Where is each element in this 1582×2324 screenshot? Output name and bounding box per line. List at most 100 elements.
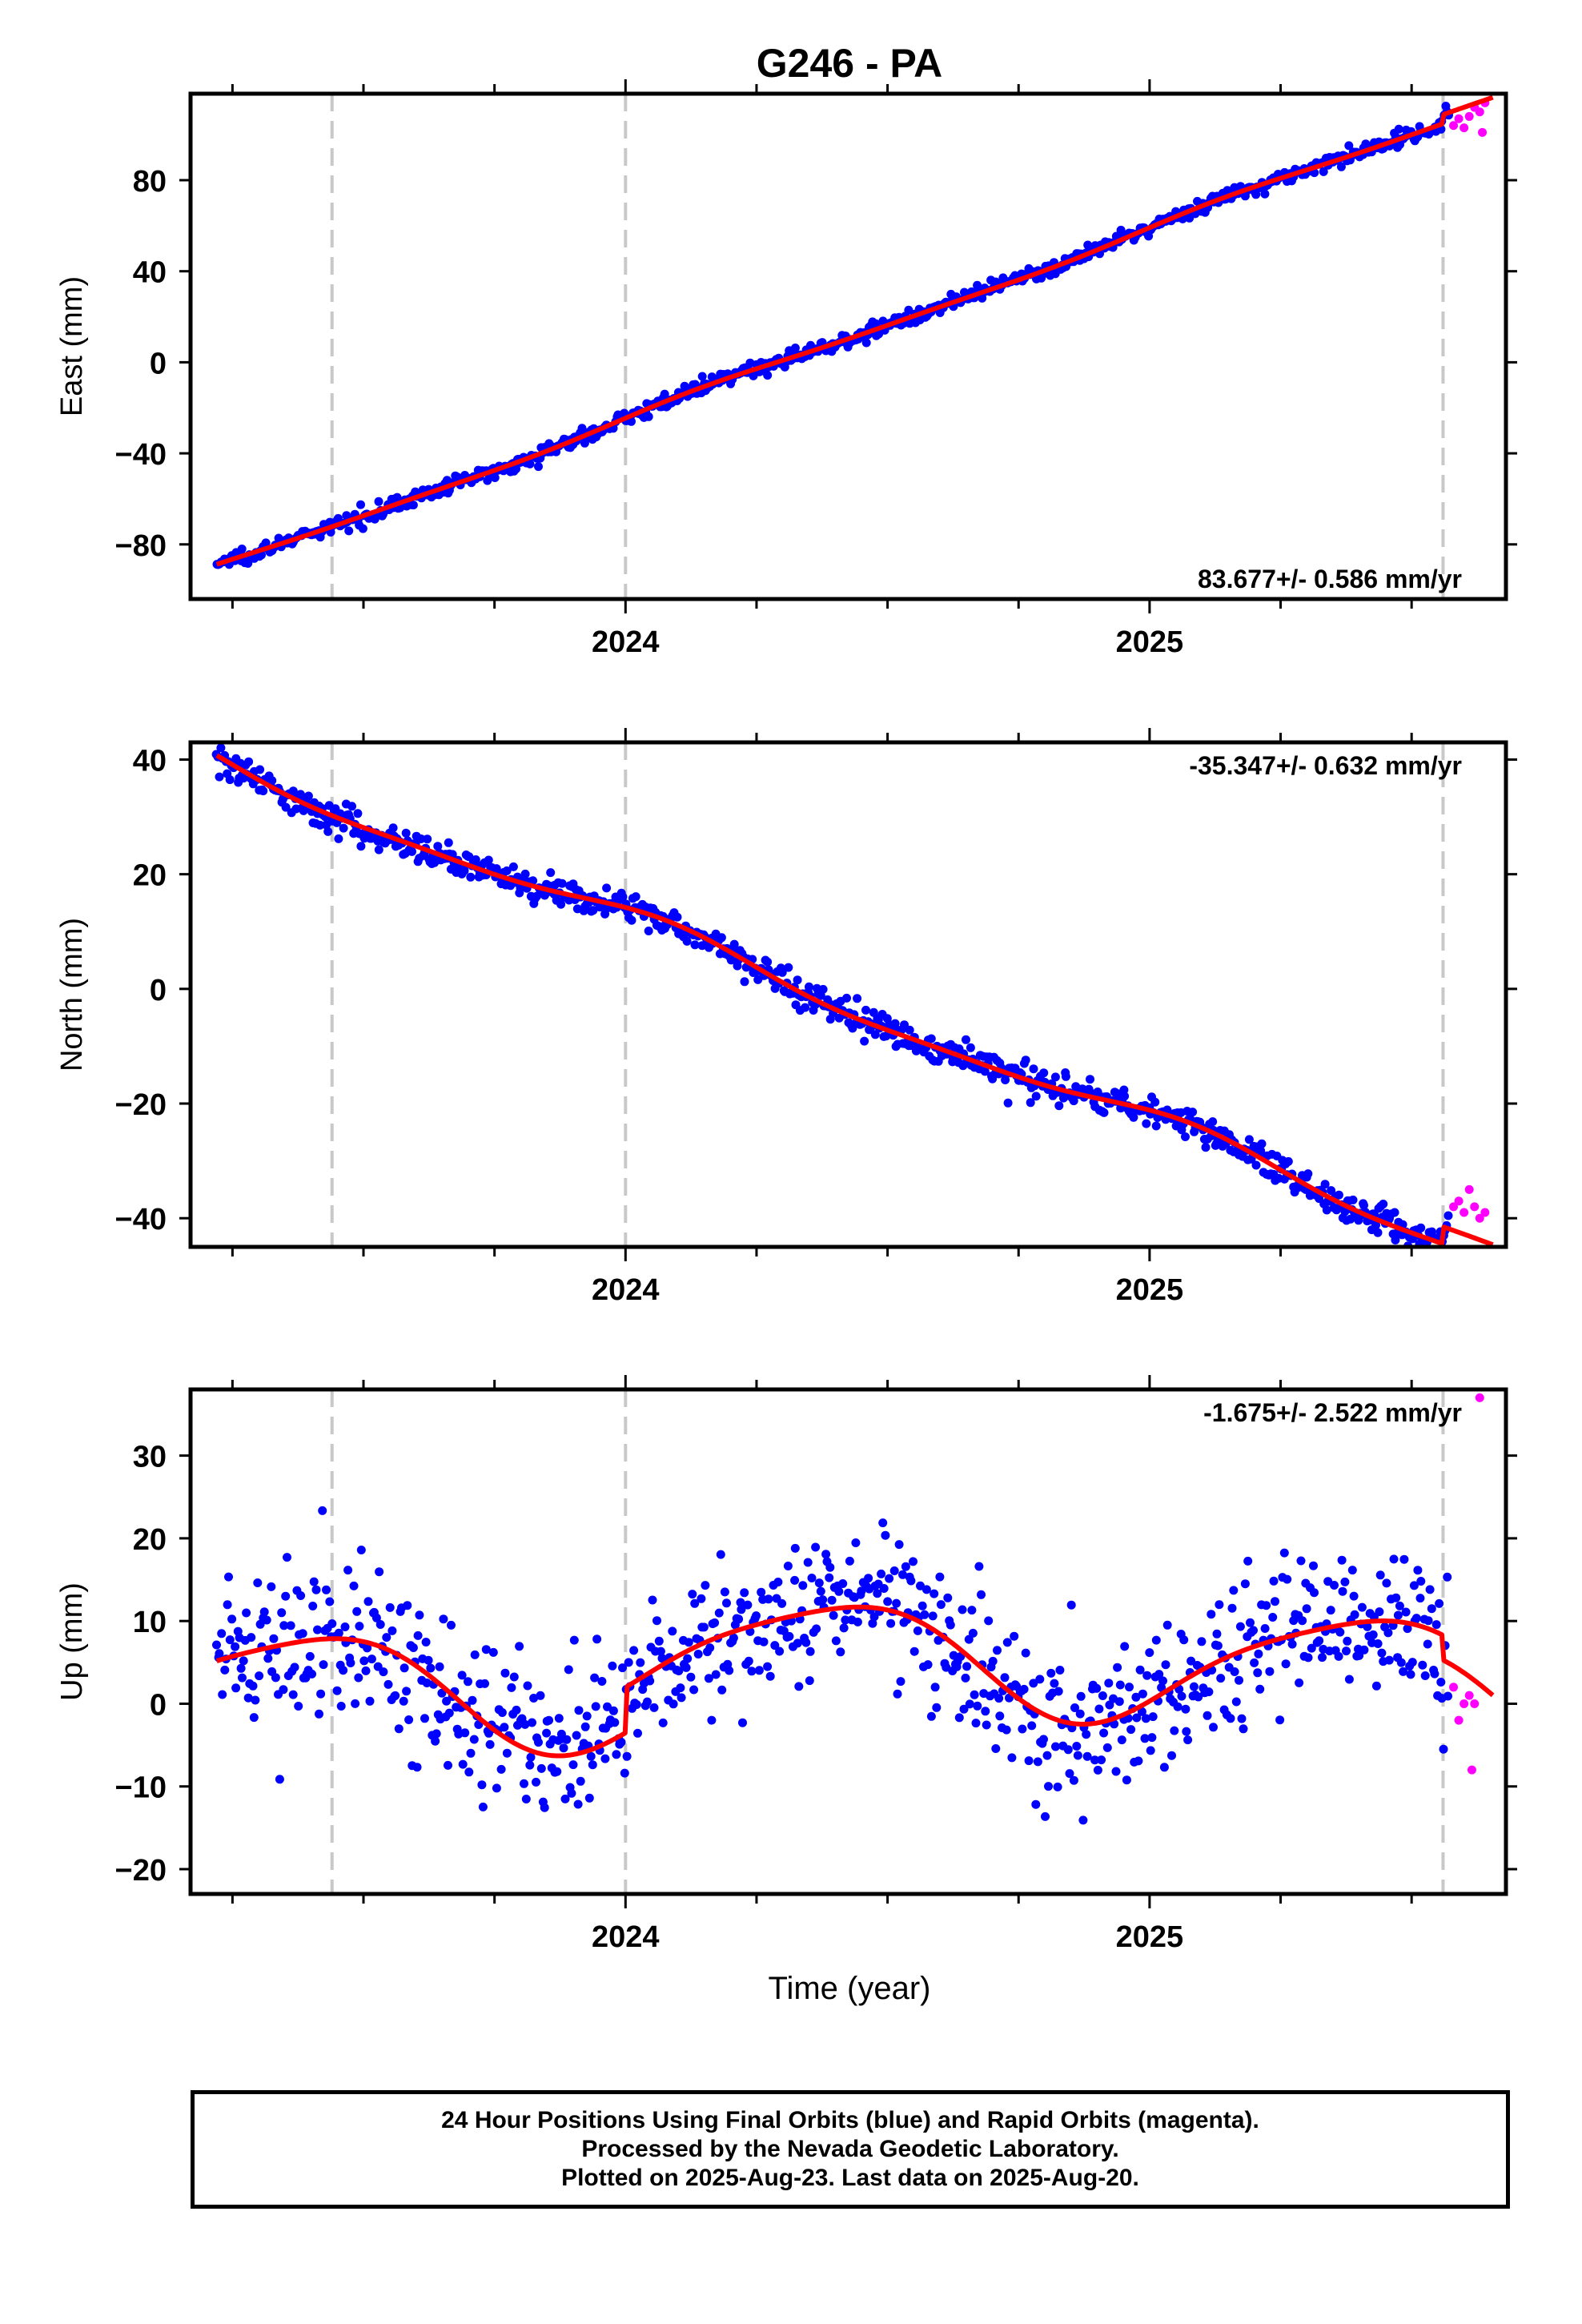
final-orbit-point	[932, 1703, 942, 1712]
final-orbit-point	[610, 1718, 620, 1727]
y-axis-label: North (mm)	[55, 918, 89, 1072]
final-orbit-point	[754, 1666, 764, 1675]
final-orbit-point	[568, 1760, 578, 1770]
final-orbit-point	[1415, 1594, 1425, 1603]
east-panel: −80 −40 0 40 80 2024 2025 East (mm) 83.677+/- 0.…	[55, 79, 1517, 659]
final-orbit-point	[354, 1673, 363, 1683]
final-orbit-point	[1134, 1756, 1143, 1766]
final-orbit-point	[1394, 124, 1403, 134]
final-orbit-point	[961, 1673, 970, 1683]
final-orbit-point	[1391, 1236, 1400, 1244]
final-orbit-point	[803, 1558, 813, 1567]
final-orbit-point	[608, 1706, 618, 1715]
final-orbit-point	[1322, 1205, 1331, 1215]
final-orbit-point	[936, 1600, 946, 1610]
final-orbit-point	[701, 1581, 710, 1590]
final-orbit-point	[1296, 1556, 1306, 1566]
final-orbit-point	[1182, 1727, 1191, 1736]
final-orbit-point	[1254, 1649, 1263, 1659]
final-orbit-point	[894, 1540, 904, 1550]
final-orbit-point	[352, 1606, 362, 1616]
final-orbit-point	[926, 1034, 936, 1043]
final-orbit-point	[277, 1608, 287, 1618]
final-orbit-point	[557, 879, 567, 888]
final-orbit-point	[1161, 1660, 1170, 1670]
final-orbit-point	[920, 1610, 930, 1619]
final-orbit-point	[1216, 1674, 1226, 1683]
final-orbit-point	[901, 1562, 910, 1571]
final-orbit-point	[913, 1626, 922, 1635]
final-orbit-point	[336, 1702, 346, 1711]
final-orbit-point	[423, 834, 432, 844]
final-orbit-point	[469, 1735, 479, 1744]
final-orbit-point	[877, 1569, 886, 1578]
final-orbit-point	[1019, 1684, 1029, 1694]
final-orbit-point	[1076, 1691, 1086, 1701]
final-orbit-point	[836, 1647, 845, 1657]
final-orbit-point	[900, 1020, 909, 1030]
rapid-orbit-point	[1464, 111, 1474, 121]
final-orbit-point	[853, 994, 862, 1003]
final-orbit-point	[574, 1706, 584, 1715]
final-orbit-point	[458, 1759, 468, 1769]
final-orbit-point	[1371, 1220, 1380, 1230]
final-orbit-point	[408, 501, 418, 510]
final-orbit-point	[652, 1616, 661, 1626]
final-orbit-point	[1212, 1629, 1222, 1638]
final-orbit-point	[388, 823, 398, 833]
final-orbit-point	[1359, 1645, 1369, 1655]
final-orbit-point	[814, 1578, 824, 1588]
final-orbit-point	[464, 1677, 472, 1687]
final-orbit-point	[349, 1581, 359, 1590]
final-orbit-point	[363, 1597, 373, 1606]
final-orbit-point	[1181, 1132, 1190, 1141]
x-tick-label: 2024	[592, 1273, 660, 1307]
final-orbit-point	[793, 975, 802, 985]
final-orbit-point	[520, 1719, 530, 1729]
final-orbit-point	[1413, 1566, 1423, 1575]
final-orbit-point	[1283, 1156, 1293, 1166]
final-orbit-point	[717, 933, 726, 943]
final-orbit-point	[1183, 1735, 1193, 1745]
final-orbit-point	[1368, 1630, 1378, 1639]
final-orbit-point	[853, 1617, 862, 1626]
final-orbit-point	[520, 1779, 528, 1788]
final-orbit-point	[1253, 1668, 1263, 1678]
final-orbit-point	[231, 1683, 241, 1693]
final-orbit-point	[1271, 1597, 1279, 1606]
final-orbit-point	[275, 1775, 284, 1784]
final-orbit-point	[1350, 1610, 1359, 1619]
final-orbit-point	[1110, 1719, 1119, 1729]
final-orbit-point	[1086, 1075, 1094, 1084]
final-orbit-point	[315, 1709, 323, 1719]
final-orbit-point	[496, 1764, 506, 1774]
final-orbit-point	[1024, 1756, 1034, 1766]
final-orbit-point	[752, 1611, 761, 1621]
final-orbit-point	[271, 1673, 280, 1683]
rapid-orbit-point	[1464, 1691, 1474, 1700]
final-orbit-point	[1094, 1704, 1104, 1714]
final-orbit-point	[435, 1662, 444, 1671]
final-orbit-point	[1147, 1733, 1157, 1743]
final-orbit-point	[347, 802, 356, 811]
rapid-orbit-point	[1460, 123, 1469, 133]
final-orbit-point	[1246, 1618, 1255, 1627]
final-orbit-point	[1003, 1098, 1013, 1108]
final-orbit-point	[1349, 1591, 1359, 1601]
final-orbit-point	[1375, 1607, 1384, 1617]
final-orbit-point	[1055, 1666, 1065, 1675]
final-orbit-point	[497, 1708, 507, 1717]
final-orbit-point	[424, 1655, 433, 1665]
final-orbit-point	[523, 1681, 532, 1691]
final-orbit-point	[1249, 1626, 1258, 1635]
final-orbit-point	[689, 1685, 699, 1695]
final-orbit-point	[965, 1699, 974, 1709]
final-orbit-point	[1399, 1554, 1409, 1564]
final-orbit-point	[1307, 1643, 1316, 1653]
final-orbit-point	[464, 1767, 474, 1777]
final-orbit-point	[995, 1711, 1005, 1721]
final-orbit-point	[1125, 1683, 1134, 1692]
final-orbit-point	[359, 1656, 369, 1666]
final-orbit-point	[1063, 1745, 1073, 1755]
final-orbit-point	[591, 1702, 600, 1711]
